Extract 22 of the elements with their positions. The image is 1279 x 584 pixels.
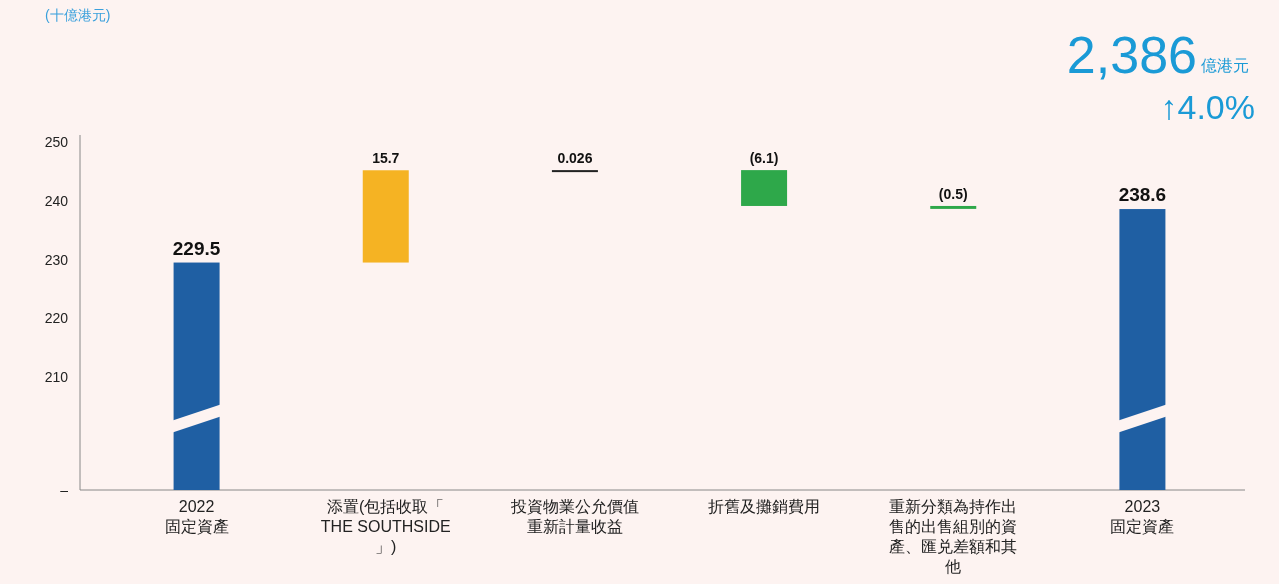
text: 2,386 <box>1066 26 1197 84</box>
x-tick-label: 重新分類為持作出售的出售組別的資產、匯兑差額和其他 <box>889 498 1018 575</box>
text: ↑4.0% <box>1160 88 1255 126</box>
data-label: (0.5) <box>938 185 968 202</box>
y-tick-label: 220 <box>44 310 69 327</box>
data-label: (6.1) <box>749 150 779 167</box>
y-tick-label: 230 <box>44 251 69 268</box>
y-tick-label: 250 <box>44 134 69 151</box>
x-tick-label: 投資物業公允價值重新計量收益 <box>509 498 639 535</box>
y-tick-label: 240 <box>44 192 69 209</box>
x-tick-label: 添置(包括收取「THE SOUTHSIDE」) <box>320 498 451 555</box>
y-tick-label: – <box>60 482 69 498</box>
data-label: 0.026 <box>557 150 593 167</box>
x-tick-label: 折舊及攤銷費用 <box>708 498 821 515</box>
data-label: 238.6 <box>1118 184 1167 206</box>
text: (十億港元) <box>45 7 111 23</box>
data-label: 15.7 <box>372 150 400 167</box>
data-label: 229.5 <box>172 237 221 259</box>
text: 億港元 <box>1201 57 1249 74</box>
y-tick-label: 210 <box>44 369 69 386</box>
x-tick-label: 2022 固定資產 <box>164 498 229 535</box>
x-tick-label: 2023 固定資產 <box>1110 498 1175 535</box>
